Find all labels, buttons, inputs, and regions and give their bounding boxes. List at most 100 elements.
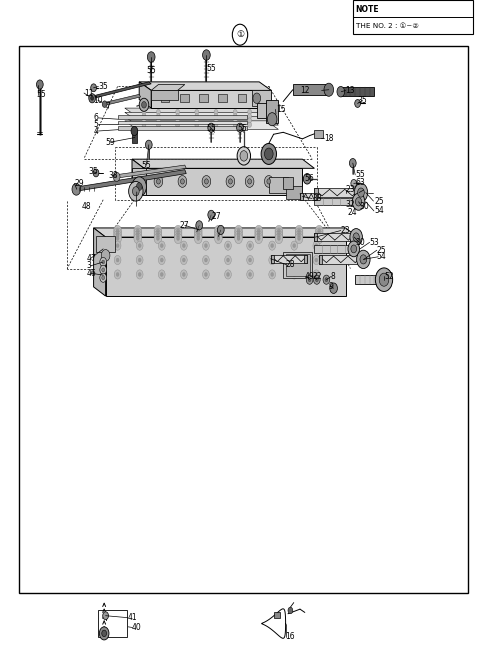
Bar bbox=[118, 121, 247, 124]
Circle shape bbox=[275, 228, 283, 238]
Circle shape bbox=[267, 113, 277, 126]
Circle shape bbox=[248, 118, 252, 123]
Circle shape bbox=[353, 233, 359, 242]
Text: 28: 28 bbox=[286, 260, 295, 269]
Circle shape bbox=[180, 270, 187, 279]
Circle shape bbox=[255, 233, 263, 244]
Circle shape bbox=[315, 272, 318, 276]
Circle shape bbox=[240, 151, 248, 161]
Circle shape bbox=[318, 236, 321, 240]
Circle shape bbox=[182, 258, 185, 262]
Bar bbox=[118, 115, 247, 119]
Bar bbox=[314, 246, 353, 252]
Circle shape bbox=[232, 24, 248, 45]
Text: 38: 38 bbox=[108, 171, 118, 180]
Circle shape bbox=[295, 231, 303, 241]
Circle shape bbox=[177, 236, 180, 240]
Text: 59: 59 bbox=[106, 138, 115, 147]
Circle shape bbox=[355, 198, 362, 206]
Circle shape bbox=[237, 147, 251, 165]
Circle shape bbox=[249, 258, 252, 262]
Circle shape bbox=[100, 257, 107, 267]
Circle shape bbox=[116, 258, 119, 262]
Circle shape bbox=[197, 234, 200, 238]
Circle shape bbox=[271, 244, 274, 248]
Polygon shape bbox=[125, 121, 278, 129]
Circle shape bbox=[315, 258, 318, 262]
Circle shape bbox=[156, 179, 160, 184]
Circle shape bbox=[269, 270, 276, 279]
Circle shape bbox=[227, 258, 229, 262]
Bar bbox=[161, 94, 169, 102]
Circle shape bbox=[113, 172, 120, 181]
Circle shape bbox=[298, 236, 300, 240]
Circle shape bbox=[323, 275, 330, 284]
Polygon shape bbox=[103, 94, 141, 105]
Circle shape bbox=[182, 272, 185, 276]
Text: 16: 16 bbox=[286, 632, 295, 641]
Bar bbox=[319, 255, 362, 263]
Circle shape bbox=[275, 231, 283, 241]
Polygon shape bbox=[132, 159, 144, 195]
Circle shape bbox=[194, 231, 202, 241]
Circle shape bbox=[235, 225, 242, 236]
Circle shape bbox=[358, 188, 364, 197]
Circle shape bbox=[277, 231, 280, 235]
Circle shape bbox=[178, 176, 187, 187]
Circle shape bbox=[160, 272, 163, 276]
Circle shape bbox=[197, 231, 200, 235]
Bar bbox=[314, 198, 358, 206]
Circle shape bbox=[248, 179, 252, 184]
Text: 54: 54 bbox=[377, 252, 386, 261]
Circle shape bbox=[129, 181, 143, 201]
Circle shape bbox=[197, 229, 200, 233]
Text: 27: 27 bbox=[180, 221, 190, 230]
Polygon shape bbox=[74, 170, 186, 191]
Bar bbox=[286, 186, 302, 199]
Bar bbox=[271, 255, 274, 263]
Circle shape bbox=[134, 233, 142, 244]
Circle shape bbox=[116, 231, 119, 235]
Text: 13: 13 bbox=[346, 86, 355, 95]
Circle shape bbox=[257, 234, 260, 238]
Circle shape bbox=[315, 231, 323, 241]
Bar bbox=[314, 130, 323, 138]
Circle shape bbox=[195, 122, 199, 128]
Circle shape bbox=[136, 255, 143, 265]
Circle shape bbox=[228, 179, 232, 184]
Circle shape bbox=[158, 255, 165, 265]
Text: 9: 9 bbox=[329, 282, 334, 291]
Text: 55: 55 bbox=[206, 64, 216, 73]
Circle shape bbox=[277, 234, 280, 238]
Bar bbox=[218, 94, 227, 102]
Circle shape bbox=[177, 229, 180, 233]
Text: 63: 63 bbox=[355, 178, 365, 187]
Bar bbox=[180, 94, 189, 102]
Polygon shape bbox=[144, 168, 302, 195]
Circle shape bbox=[269, 241, 276, 250]
Bar bbox=[357, 189, 360, 196]
Circle shape bbox=[160, 258, 163, 262]
Circle shape bbox=[154, 228, 162, 238]
Circle shape bbox=[177, 231, 180, 235]
Circle shape bbox=[247, 255, 253, 265]
Bar bbox=[266, 100, 278, 123]
Circle shape bbox=[136, 231, 139, 235]
Circle shape bbox=[306, 275, 313, 284]
Circle shape bbox=[249, 272, 252, 276]
Circle shape bbox=[313, 270, 320, 279]
Bar bbox=[257, 103, 276, 118]
Circle shape bbox=[324, 83, 334, 96]
Polygon shape bbox=[125, 108, 278, 117]
Polygon shape bbox=[151, 90, 271, 108]
Circle shape bbox=[176, 118, 180, 123]
Text: 33: 33 bbox=[312, 194, 322, 203]
Circle shape bbox=[298, 229, 300, 233]
Circle shape bbox=[203, 241, 209, 250]
Circle shape bbox=[350, 229, 362, 246]
Circle shape bbox=[177, 234, 180, 238]
Circle shape bbox=[102, 268, 105, 272]
Circle shape bbox=[131, 126, 138, 136]
Circle shape bbox=[215, 228, 222, 238]
Circle shape bbox=[233, 113, 237, 119]
